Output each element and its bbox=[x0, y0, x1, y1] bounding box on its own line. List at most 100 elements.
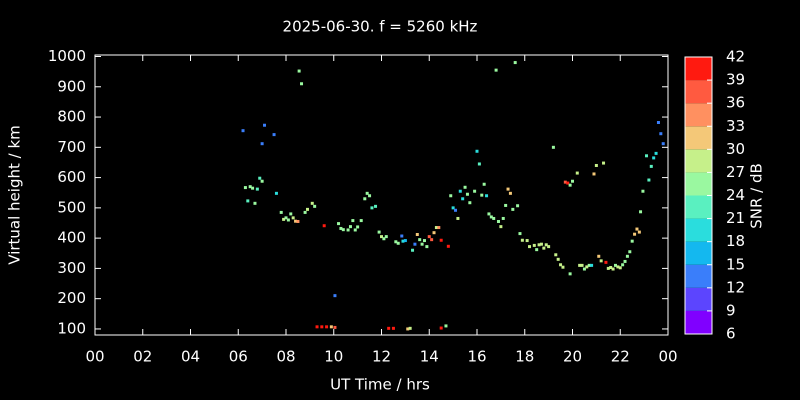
point bbox=[621, 263, 625, 267]
point bbox=[315, 325, 319, 329]
point bbox=[296, 219, 300, 223]
point bbox=[279, 210, 283, 214]
point bbox=[258, 176, 262, 180]
point bbox=[659, 132, 663, 136]
colorbar-band bbox=[685, 264, 712, 288]
y-axis-label: Virtual height / km bbox=[6, 125, 24, 264]
y-tick-label: 900 bbox=[57, 77, 86, 95]
point bbox=[439, 326, 443, 330]
point bbox=[377, 230, 381, 234]
point bbox=[368, 194, 372, 198]
colorbar-tick-label: 33 bbox=[726, 117, 745, 135]
point bbox=[458, 189, 462, 193]
x-tick-label: 04 bbox=[181, 348, 200, 366]
colorbar-tick-label: 21 bbox=[726, 209, 745, 227]
point bbox=[556, 257, 560, 261]
y-tick-label: 300 bbox=[57, 259, 86, 277]
point bbox=[297, 69, 301, 73]
point bbox=[585, 265, 589, 269]
point bbox=[609, 265, 613, 269]
point bbox=[647, 178, 651, 182]
point bbox=[339, 226, 343, 230]
point bbox=[384, 235, 388, 239]
point bbox=[422, 239, 426, 243]
point bbox=[561, 265, 565, 269]
point bbox=[592, 172, 596, 176]
x-tick-label: 08 bbox=[276, 348, 295, 366]
point bbox=[613, 263, 617, 267]
colorbar-band bbox=[685, 287, 712, 311]
point bbox=[251, 186, 255, 190]
point bbox=[518, 232, 522, 236]
point bbox=[449, 194, 453, 198]
x-axis-label: UT Time / hrs bbox=[330, 376, 430, 394]
point bbox=[532, 243, 536, 247]
point bbox=[341, 228, 345, 232]
point bbox=[325, 325, 329, 329]
point bbox=[439, 238, 443, 242]
point bbox=[542, 246, 546, 250]
colorbar-band bbox=[685, 310, 712, 334]
point bbox=[241, 129, 245, 133]
point bbox=[480, 193, 484, 197]
colorbar-band bbox=[685, 241, 712, 265]
y-tick-label: 700 bbox=[57, 138, 86, 156]
point bbox=[391, 326, 395, 330]
point bbox=[310, 201, 314, 205]
point bbox=[320, 325, 324, 329]
x-tick-label: 02 bbox=[133, 348, 152, 366]
point bbox=[300, 82, 304, 86]
x-tick-label: 06 bbox=[229, 348, 248, 366]
point bbox=[353, 228, 357, 232]
point bbox=[446, 244, 450, 248]
point bbox=[623, 259, 627, 263]
point bbox=[482, 182, 486, 186]
point bbox=[496, 219, 500, 223]
point bbox=[563, 180, 567, 184]
point bbox=[606, 266, 610, 270]
point bbox=[568, 272, 572, 276]
point bbox=[654, 151, 658, 155]
point bbox=[415, 233, 419, 237]
x-tick-label: 18 bbox=[515, 348, 534, 366]
point bbox=[456, 216, 460, 220]
point bbox=[406, 327, 410, 331]
point bbox=[633, 232, 637, 236]
point bbox=[559, 263, 563, 267]
point bbox=[537, 243, 541, 247]
point bbox=[255, 187, 259, 191]
point bbox=[305, 207, 309, 211]
point bbox=[400, 234, 404, 238]
point bbox=[461, 197, 465, 201]
colorbar-tick-label: 27 bbox=[726, 163, 745, 181]
colorbar-tick-label: 36 bbox=[726, 94, 745, 112]
point bbox=[248, 185, 252, 189]
point bbox=[333, 294, 337, 298]
point bbox=[504, 203, 508, 207]
point bbox=[594, 163, 598, 167]
point bbox=[487, 212, 491, 216]
point bbox=[432, 231, 436, 235]
point bbox=[616, 265, 620, 269]
point bbox=[348, 225, 352, 229]
point bbox=[356, 225, 360, 229]
point bbox=[506, 187, 510, 191]
point bbox=[418, 238, 422, 242]
point bbox=[243, 186, 247, 190]
point bbox=[511, 207, 515, 211]
colorbar-band bbox=[685, 149, 712, 173]
point bbox=[282, 217, 286, 221]
point bbox=[272, 133, 276, 137]
point bbox=[313, 204, 317, 208]
point bbox=[604, 260, 608, 264]
point bbox=[551, 145, 555, 149]
point bbox=[528, 245, 532, 249]
point bbox=[618, 266, 622, 270]
point bbox=[492, 216, 496, 220]
point bbox=[499, 225, 503, 229]
point bbox=[535, 248, 539, 252]
point bbox=[635, 227, 639, 231]
point bbox=[286, 218, 290, 222]
x-tick-label: 22 bbox=[611, 348, 630, 366]
